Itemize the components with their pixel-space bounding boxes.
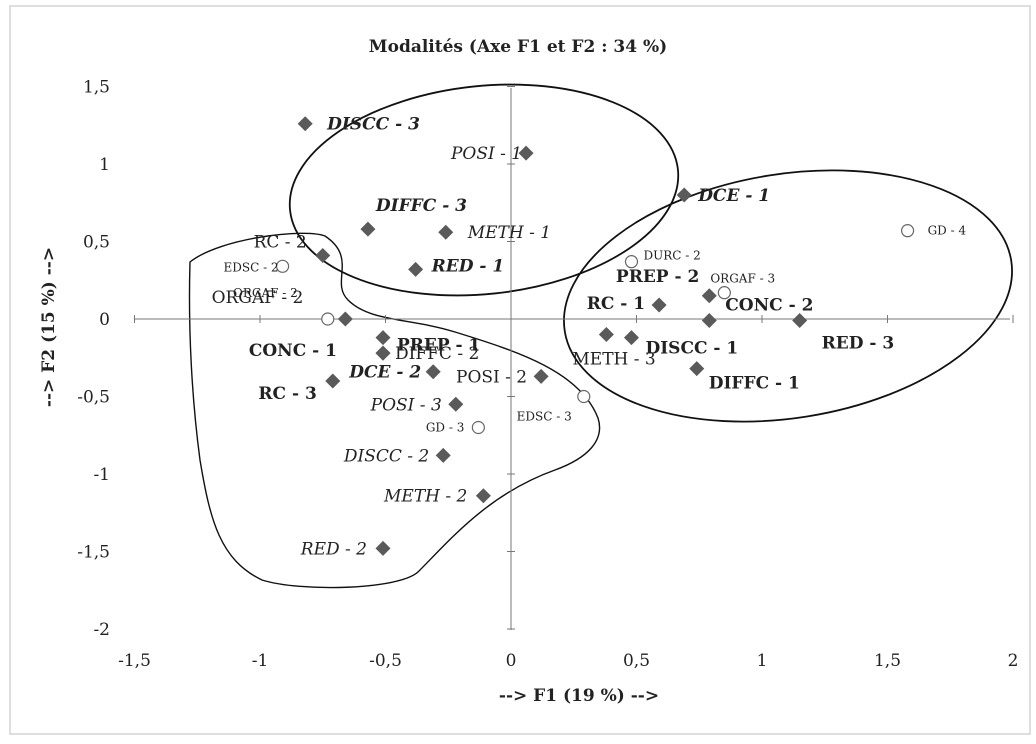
active-point-marker: [518, 145, 534, 161]
supplementary-point-marker: [624, 255, 639, 269]
chart-title: Modalités (Axe F1 et F2 : 34 %): [369, 37, 667, 57]
supplementary-point-label: ORGAF - 3: [710, 272, 775, 286]
active-point-label: CONC - 1: [249, 341, 337, 361]
supplementary-point-marker: [275, 259, 290, 273]
y-tick-label: -1,5: [77, 543, 110, 563]
supplementary-point-label: EDSC - 2: [223, 260, 278, 274]
y-tick-label: 0: [99, 310, 110, 330]
active-point-marker: [438, 224, 454, 240]
active-point-marker: [792, 313, 808, 329]
active-point-label: ORGAF - 2: [212, 288, 304, 308]
active-point-label: DISCC - 3: [326, 115, 420, 135]
active-point-label: DISCC - 2: [343, 446, 429, 466]
active-point-marker: [701, 288, 717, 304]
group-outline-top: [288, 83, 680, 297]
x-tick-label: 0,5: [623, 651, 650, 671]
active-point-marker: [375, 345, 391, 361]
y-axis-title: --> F2 (15 %) -->: [39, 247, 59, 407]
active-point-marker: [360, 221, 376, 237]
supplementary-point-label: DURC - 2: [643, 249, 700, 263]
active-point-label: RED - 1: [431, 256, 505, 276]
x-axis-title: --> F1 (19 %) -->: [499, 686, 659, 706]
active-point-marker: [676, 187, 692, 203]
chart-border: [9, 5, 1031, 735]
y-tick-label: 1: [99, 155, 110, 175]
active-point-label: PREP - 2: [616, 267, 699, 287]
active-point-marker: [448, 396, 464, 412]
active-point-label: DIFFC - 1: [709, 374, 800, 394]
axes: -1,5 -1 -0,5 0 0,5 1 1,5 2 -2 -1,5 -1 -0,5 0 0,5 1 1,5: [77, 78, 1018, 672]
y-tick-label: 1,5: [83, 78, 110, 98]
supplementary-point-label: GD - 4: [928, 224, 967, 238]
active-point-marker: [325, 373, 341, 389]
active-point-label: POSI - 3: [370, 395, 442, 415]
y-tick-label: 0,5: [83, 233, 110, 253]
active-point-marker: [297, 116, 313, 132]
active-point-label: RC - 2: [254, 232, 307, 252]
supplementary-point-label: GD - 3: [426, 421, 465, 435]
active-point-marker: [701, 313, 717, 329]
active-point-marker: [337, 311, 353, 327]
y-tick-label: -1: [93, 465, 110, 485]
active-point-marker: [375, 330, 391, 346]
active-point-label: METH - 2: [383, 487, 467, 507]
active-point-label: METH - 3: [572, 350, 655, 370]
supplementary-point-marker: [321, 312, 335, 326]
active-point-marker: [475, 488, 491, 504]
active-point-label: DCE - 1: [697, 186, 770, 206]
active-point-label: DCE - 2: [348, 363, 421, 383]
active-point-marker: [533, 368, 549, 384]
active-point-marker: [689, 361, 705, 377]
group-outlines: [188, 83, 1013, 589]
active-point-marker: [315, 247, 331, 263]
active-point-label: RC - 3: [258, 384, 316, 404]
active-point-marker: [408, 261, 424, 277]
active-point-label: POSI - 2: [456, 367, 527, 387]
active-point-label: RED - 2: [300, 539, 367, 559]
active-point-marker: [425, 364, 441, 380]
active-point-label: RC - 1: [587, 294, 645, 314]
supplementary-point-marker: [577, 389, 591, 404]
y-tick-label: -2: [93, 620, 110, 640]
active-point-marker: [598, 327, 614, 342]
x-tick-label: 1,5: [874, 651, 901, 671]
supplementary-point-label: EDSC - 3: [517, 410, 572, 424]
supplementary-point-marker: [717, 286, 731, 300]
y-tick-label: -0,5: [77, 388, 110, 408]
supplementary-point-label: ORGAF - 2: [233, 286, 298, 300]
active-point-label: PREP - 1: [397, 336, 480, 356]
active-point-label: METH - 1: [467, 223, 551, 243]
supplementary-point-marker: [900, 224, 915, 238]
active-point-label: DIFFC - 3: [375, 196, 467, 216]
x-tick-label: 2: [1008, 651, 1019, 671]
active-point-label: DIFFC - 2: [395, 344, 479, 364]
active-point-label: RED - 3: [822, 334, 895, 354]
active-point-marker: [651, 297, 667, 313]
active-point-label: DISCC - 1: [645, 339, 738, 359]
active-point-marker: [623, 330, 639, 346]
x-tick-label: -0,5: [369, 651, 402, 671]
active-point-marker: [435, 447, 451, 463]
x-tick-label: 0: [506, 651, 517, 671]
x-tick-label: -1: [252, 651, 269, 671]
active-point-label: CONC - 2: [725, 296, 813, 316]
active-point-marker: [375, 540, 391, 556]
supplementary-point-marker: [471, 420, 485, 435]
active-point-label: POSI - 1: [450, 144, 522, 164]
group-outline-right: [563, 169, 1013, 423]
group-outline-left: [188, 232, 601, 589]
x-tick-label: -1,5: [118, 651, 151, 671]
x-tick-label: 1: [757, 651, 768, 671]
